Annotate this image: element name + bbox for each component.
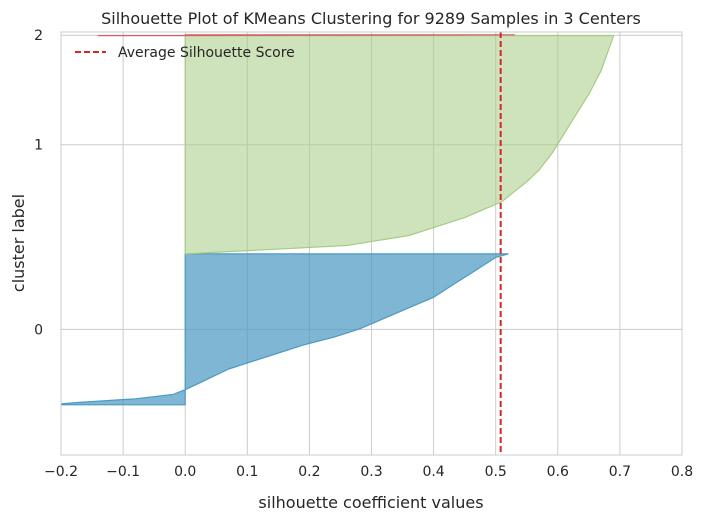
x-tick-label: −0.2 [44, 464, 78, 480]
x-tick-label: 0.8 [671, 464, 693, 480]
x-tick-label: 0.5 [485, 464, 507, 480]
legend-label-average: Average Silhouette Score [118, 45, 295, 61]
x-tick-label: 0.6 [547, 464, 569, 480]
x-tick-label: 0.1 [236, 464, 258, 480]
y-axis-ticks: 0 1 2 [34, 28, 43, 338]
x-tick-label: 0.4 [422, 464, 444, 480]
x-axis-ticks: −0.2 −0.1 0.0 0.1 0.2 0.3 0.4 0.5 0.6 0.7 0.8 [44, 464, 693, 480]
x-tick-label: −0.1 [106, 464, 140, 480]
x-tick-label: 0.0 [174, 464, 196, 480]
x-tick-label: 0.7 [609, 464, 631, 480]
plot-frame [60, 31, 683, 456]
chart-title: Silhouette Plot of KMeans Clustering for… [101, 9, 641, 28]
y-axis-label: cluster label [9, 194, 28, 292]
y-tick-label: 0 [34, 322, 43, 338]
x-axis-label: silhouette coefficient values [258, 493, 483, 512]
cluster-2-silhouette [97, 34, 515, 37]
x-tick-label: 0.3 [360, 464, 382, 480]
cluster-0-silhouette [61, 253, 509, 406]
cluster-silhouettes [61, 34, 615, 406]
x-tick-label: 0.2 [298, 464, 320, 480]
cluster-1-silhouette [184, 35, 615, 255]
y-tick-label: 1 [34, 138, 43, 154]
y-tick-label: 2 [34, 28, 43, 44]
legend: Average Silhouette Score [75, 45, 295, 61]
